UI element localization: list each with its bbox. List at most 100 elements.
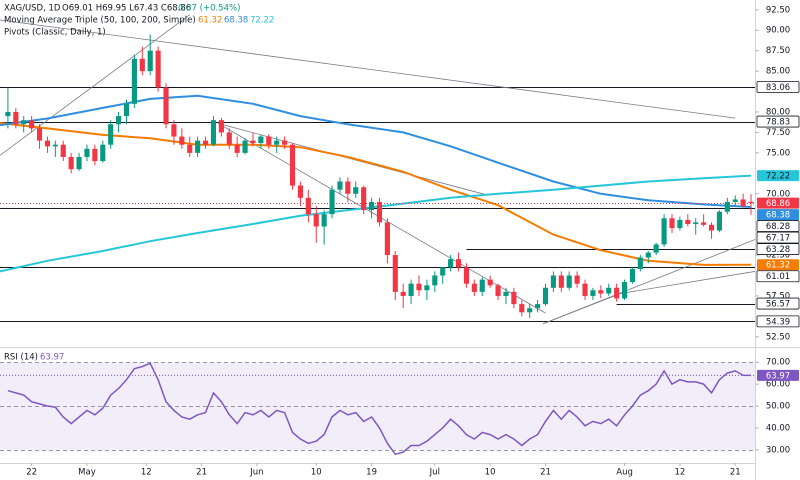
y-tick-label: 87.50	[766, 46, 790, 56]
candle-body	[669, 218, 675, 229]
y-tick-label: 60.00	[766, 380, 790, 390]
candle-body	[36, 128, 43, 141]
candle-body	[100, 144, 106, 162]
candle-body	[274, 140, 280, 145]
candle-body	[234, 144, 240, 153]
price-badge	[757, 209, 799, 221]
candle-body	[408, 283, 414, 296]
price-badge	[757, 170, 799, 182]
candle-body	[361, 187, 367, 211]
candle-body	[519, 304, 525, 313]
candle-body	[179, 136, 185, 145]
candle-body	[701, 222, 707, 225]
price-badge	[756, 270, 800, 283]
candle-body	[187, 144, 193, 153]
plot-layer: 92.50 90.00 87.50 85.00 80.00 77.50 75.00 70.00…	[0, 5, 800, 478]
rsi-title: RSI (14)	[4, 353, 38, 363]
y-tick-label: 50.00	[766, 402, 790, 412]
candle-body	[629, 268, 636, 283]
candle-body	[60, 144, 66, 157]
candle-body	[661, 218, 667, 245]
candle-body	[329, 189, 335, 215]
candle-body	[495, 285, 501, 296]
candle-body	[313, 214, 319, 227]
candle-body	[685, 219, 691, 225]
candle-body	[471, 283, 477, 292]
candle-body	[52, 144, 58, 147]
candle-body	[258, 136, 264, 144]
candle-body	[44, 140, 51, 147]
x-tick-label: 10	[485, 468, 496, 478]
candle-body	[242, 140, 248, 153]
trend-line	[0, 19, 736, 119]
candle-body	[732, 199, 738, 202]
y-tick-label: 52.50	[766, 332, 790, 342]
ma200-value: 72.22	[250, 16, 274, 26]
price-badge-label: 68.86	[766, 199, 790, 209]
candle-body	[84, 148, 90, 157]
trend-line	[620, 271, 756, 294]
candle-body	[598, 290, 604, 294]
candle-body	[21, 120, 27, 125]
y-tick-label: 92.50	[766, 5, 790, 15]
candle-body	[305, 197, 311, 215]
candle-body	[527, 308, 533, 313]
rsi-badge	[757, 369, 799, 381]
price-badge	[756, 231, 800, 244]
candle-body	[139, 58, 145, 72]
y-tick-label: 40.00	[766, 423, 790, 433]
candle-body	[226, 132, 232, 145]
candle-body	[487, 279, 493, 286]
candle-body	[353, 187, 359, 194]
y-tick-label: 70.00	[766, 189, 790, 199]
candle-body	[266, 136, 272, 145]
ohlc-text: O69.01 H69.95 L67.43 C68.86	[62, 4, 191, 14]
x-tick-label: May	[78, 468, 96, 478]
candle-body	[637, 257, 643, 269]
price-badge-label: 68.28	[766, 222, 790, 232]
price-badge-label: 63.28	[766, 245, 790, 255]
y-tick-label: 62.50	[766, 251, 790, 261]
x-tick-label: 19	[366, 468, 377, 478]
x-tick-label: 21	[196, 468, 207, 478]
candle-body	[748, 201, 754, 204]
candle-body	[171, 124, 177, 137]
candle-body	[582, 283, 588, 296]
candle-body	[376, 201, 383, 223]
candle-body	[566, 275, 572, 288]
candle-body	[289, 144, 296, 186]
candle-body	[68, 156, 74, 170]
y-tick-label: 80.00	[766, 108, 790, 118]
candle-body	[590, 290, 596, 296]
candle-body	[369, 201, 375, 211]
x-tick-label: 21	[540, 468, 551, 478]
candle-body	[606, 287, 612, 294]
rsi-badge-label: 63.97	[766, 371, 790, 381]
candle-body	[740, 199, 746, 207]
candle-body	[297, 185, 303, 198]
candle-body	[455, 259, 462, 268]
candle-body	[503, 291, 509, 296]
candle-body	[108, 124, 114, 145]
price-badge-label: 78.83	[766, 118, 790, 128]
candle-body	[5, 112, 11, 117]
candle-body	[202, 140, 209, 145]
candle-body	[400, 291, 406, 296]
candle-body	[424, 285, 430, 291]
candle-body	[621, 282, 628, 299]
candle-body	[448, 259, 454, 268]
candle-body	[479, 279, 485, 292]
candle-body	[392, 255, 398, 292]
price-badge	[757, 197, 799, 209]
moving-average-line	[0, 122, 752, 266]
price-badge	[756, 220, 800, 232]
candle-body	[147, 50, 153, 72]
y-tick-label: 77.50	[766, 128, 790, 138]
candle-body	[463, 267, 470, 284]
candle-body	[76, 156, 82, 170]
y-tick-label: 70.00	[766, 358, 790, 368]
candle-body	[677, 219, 683, 229]
rsi-line	[7, 362, 752, 456]
x-tick-label: Jul	[429, 468, 440, 478]
candle-body	[432, 275, 438, 286]
